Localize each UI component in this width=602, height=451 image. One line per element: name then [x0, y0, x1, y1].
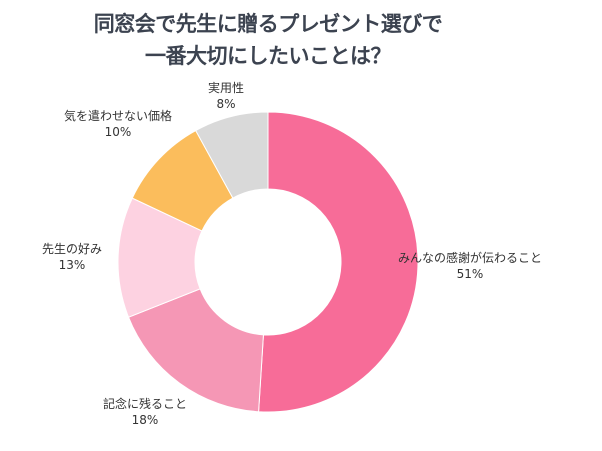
donut-slice-2	[127, 288, 264, 413]
slice-value-label: 51%	[457, 267, 484, 281]
chart-title: 同窓会で先生に贈るプレゼント選びで 一番大切にしたいことは？	[0, 8, 536, 72]
slice-category-label: 実用性	[208, 80, 244, 95]
donut-slice-1	[258, 111, 419, 413]
slice-value-label: 13%	[59, 258, 86, 272]
slice-value-label: 10%	[105, 125, 132, 139]
slice-value-label: 18%	[132, 413, 159, 427]
slice-category-label: みんなの感謝が伝わること	[398, 250, 542, 265]
chart-title-line-2: 一番大切にしたいことは？	[145, 44, 392, 68]
donut-slice-5	[195, 111, 269, 199]
slice-value-label: 8%	[216, 97, 235, 111]
slice-category-label: 記念に残ること	[103, 396, 187, 411]
slice-category-label: 先生の好み	[42, 242, 102, 256]
slice-category-label: 気を遣わせない価格	[64, 108, 172, 123]
chart-title-line-1: 同窓会で先生に贈るプレゼント選びで	[93, 12, 443, 36]
